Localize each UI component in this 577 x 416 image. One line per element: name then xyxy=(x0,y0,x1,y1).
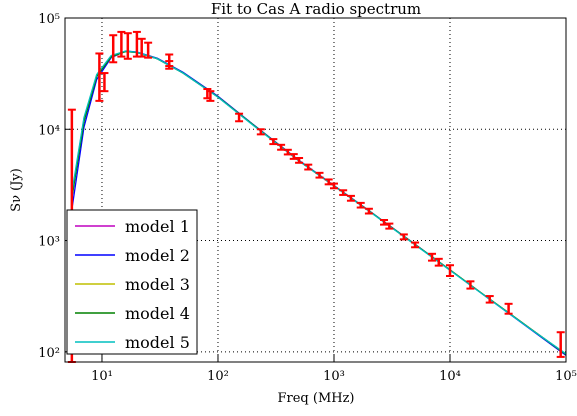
data-point xyxy=(165,60,174,70)
x-tick-label: 10⁵ xyxy=(555,369,577,384)
x-tick-label: 10³ xyxy=(323,369,345,384)
data-point xyxy=(346,194,355,202)
y-tick-label: 10⁴ xyxy=(38,123,60,138)
data-point xyxy=(428,252,437,262)
data-point xyxy=(117,30,126,58)
x-tick-label: 10⁴ xyxy=(439,369,461,384)
x-tick-label: 10¹ xyxy=(91,369,113,384)
y-tick-label: 10² xyxy=(38,346,60,361)
data-point xyxy=(269,138,278,146)
legend-label: model 3 xyxy=(125,275,190,294)
data-point xyxy=(235,112,244,123)
data-point xyxy=(277,143,286,151)
data-point xyxy=(144,41,153,59)
data-point xyxy=(100,72,109,93)
data-point xyxy=(304,163,313,171)
data-point xyxy=(380,218,389,226)
data-point xyxy=(485,295,494,304)
x-axis-label: Freq (MHz) xyxy=(277,391,354,406)
data-point xyxy=(411,241,420,249)
data-point xyxy=(399,233,408,241)
data-point xyxy=(385,222,394,230)
y-tick-label: 10³ xyxy=(38,235,60,250)
legend-label: model 4 xyxy=(125,304,190,323)
data-point xyxy=(295,156,304,164)
model-line xyxy=(71,50,567,355)
data-point xyxy=(256,128,265,136)
x-tick-label: 10² xyxy=(207,369,229,384)
data-point xyxy=(206,90,215,102)
data-point xyxy=(315,171,324,179)
data-point xyxy=(123,32,132,60)
data-point xyxy=(504,302,513,315)
data-point xyxy=(329,182,338,190)
data-point xyxy=(445,264,454,278)
y-axis-label: Sν (Jy) xyxy=(9,168,24,212)
legend-label: model 1 xyxy=(125,217,190,236)
data-point xyxy=(356,201,365,209)
data-point xyxy=(556,331,565,358)
data-point xyxy=(95,52,104,102)
chart-title: Fit to Cas A radio spectrum xyxy=(211,0,421,18)
data-point xyxy=(364,207,373,215)
y-tick-label: 10⁵ xyxy=(38,12,60,27)
legend-box xyxy=(66,209,198,355)
legend: model 1 model 2 model 3 model 4 model 5 xyxy=(66,209,198,355)
data-point xyxy=(339,189,348,196)
legend-label: model 2 xyxy=(125,246,190,265)
data-point xyxy=(434,257,443,267)
data-point xyxy=(137,37,146,58)
legend-label: model 5 xyxy=(125,333,190,352)
data-point xyxy=(466,280,475,290)
plot-frame xyxy=(64,17,567,363)
data-point xyxy=(109,34,118,64)
